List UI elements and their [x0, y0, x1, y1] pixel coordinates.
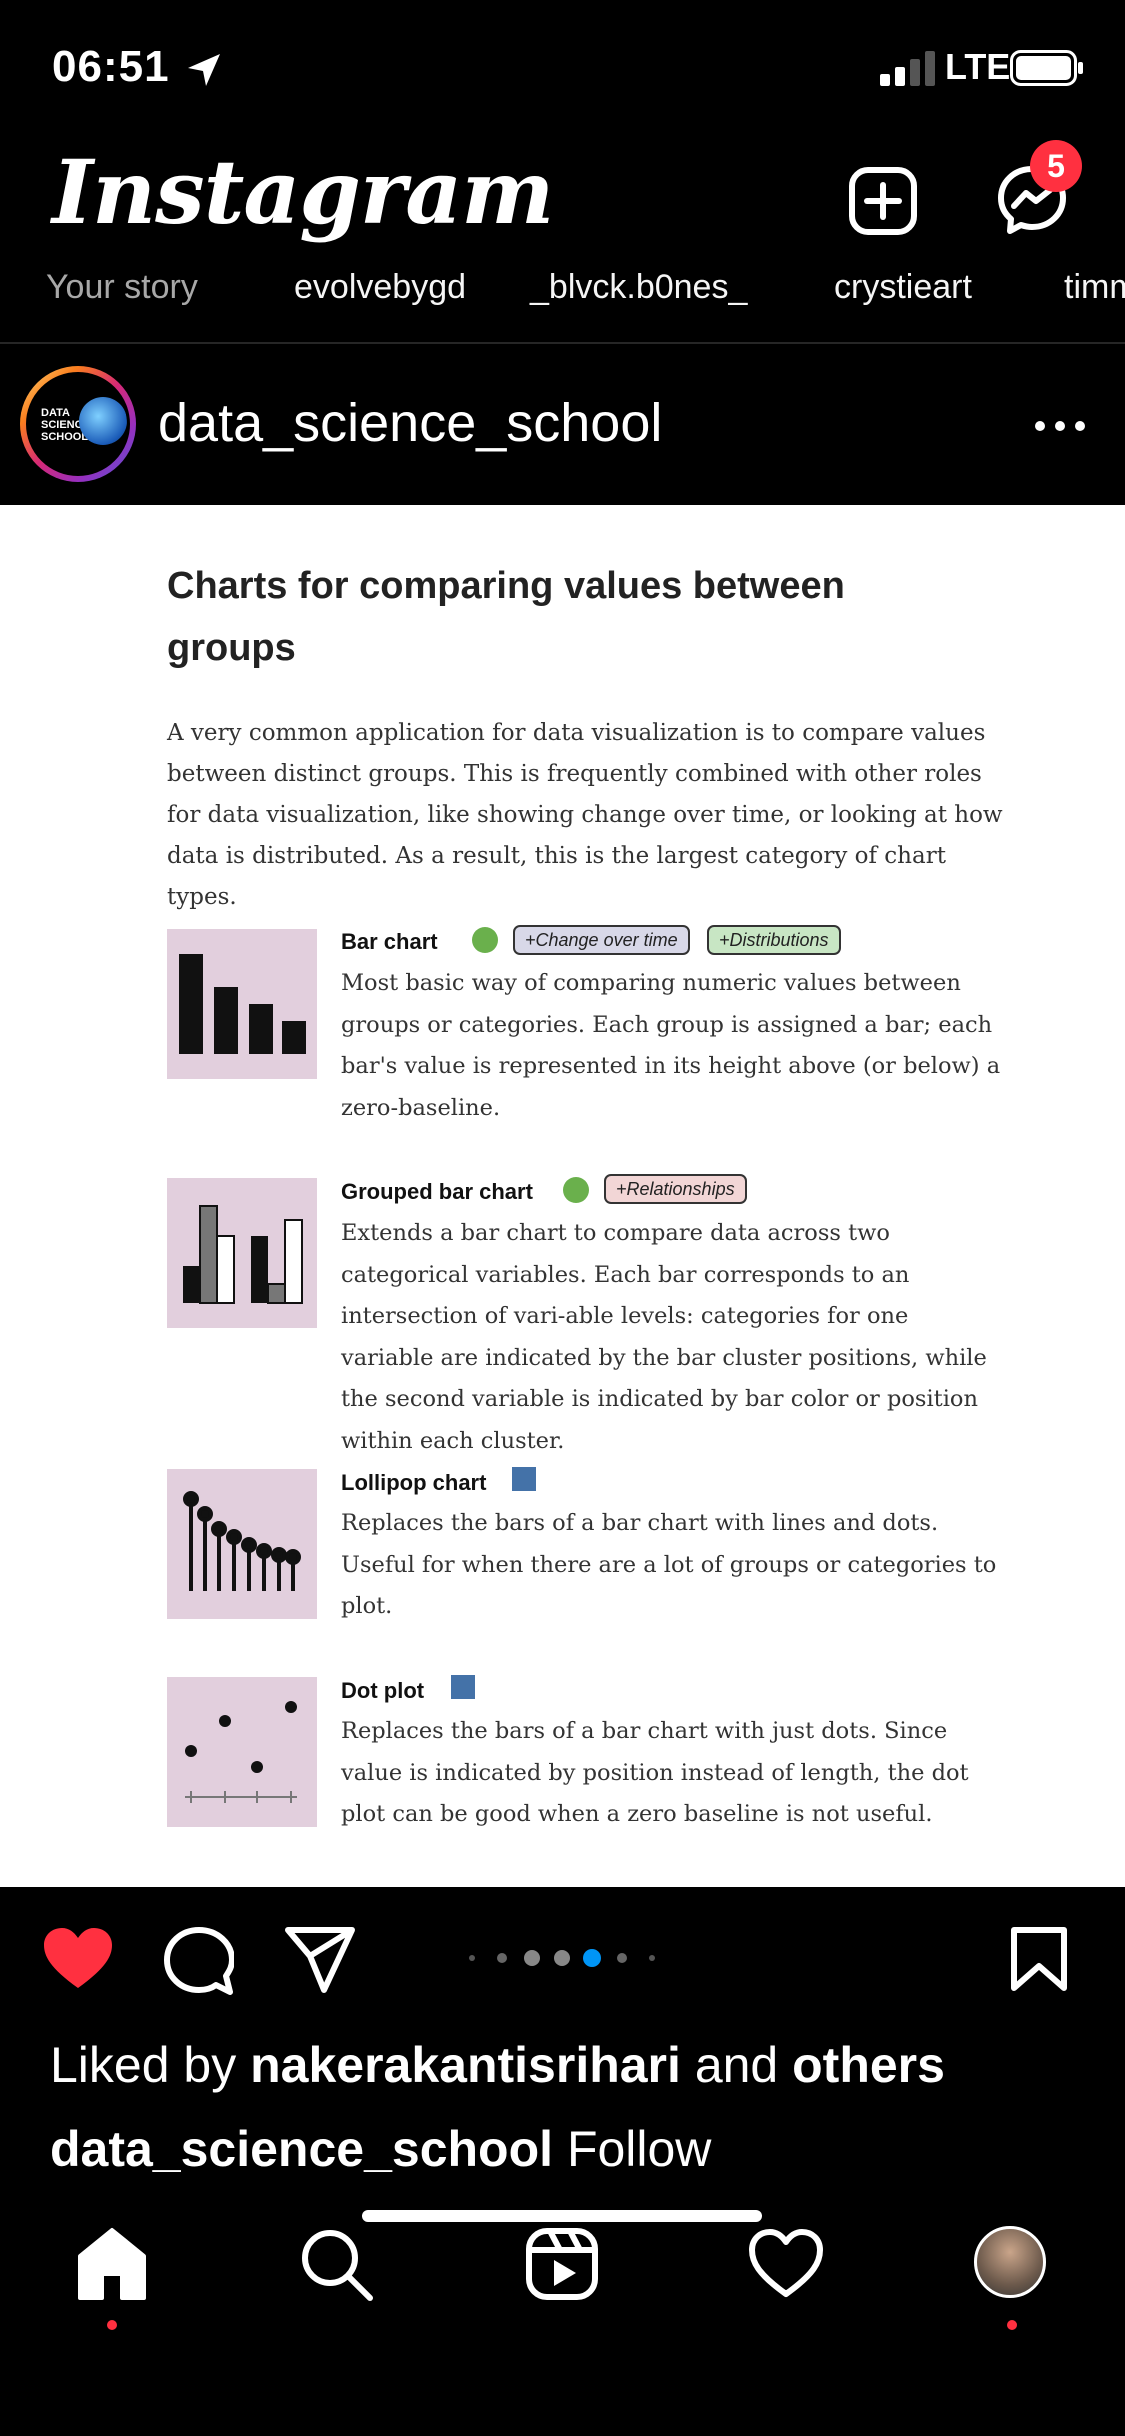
grouped-bar-chart-icon [183, 1205, 303, 1304]
network-type: LTE [945, 46, 1011, 87]
search-icon[interactable] [298, 2226, 374, 2302]
profile-notification-dot [1007, 2320, 1017, 2330]
comment-icon[interactable] [164, 1926, 234, 1996]
heart-outline-icon[interactable] [748, 2226, 824, 2302]
tag: +Distributions [707, 925, 841, 955]
entry-description: Extends a bar chart to compare data acro… [341, 1220, 987, 1454]
brain-icon [79, 397, 127, 445]
post-username[interactable]: data_science_school [158, 393, 663, 453]
entry-title: Grouped bar chart [341, 1179, 533, 1204]
lollipop-chart-icon [183, 1491, 301, 1591]
home-indicator [362, 2210, 762, 2222]
post-image[interactable]: Charts for comparing values between grou… [0, 505, 1125, 1887]
location-arrow-icon [188, 54, 220, 86]
bar-chart-thumbnail [167, 929, 317, 1079]
stories-tray: Your story evolvebygd _blvck.b0nes_ crys… [0, 268, 1125, 318]
dot-plot-thumbnail [167, 1677, 317, 1827]
entry-description: Replaces the bars of a bar chart with li… [341, 1510, 997, 1619]
divider [0, 342, 1125, 344]
entry-description: Replaces the bars of a bar chart with ju… [341, 1718, 969, 1827]
bottom-navigation [0, 2190, 1125, 2436]
liked-by-mid: and [680, 2037, 793, 2093]
story-item[interactable]: evolvebygd [294, 268, 467, 306]
share-icon[interactable] [284, 1926, 356, 1994]
tag: +Change over time [513, 925, 690, 955]
liked-by-others[interactable]: others [792, 2037, 945, 2093]
instagram-logo: Instagram [52, 140, 554, 244]
liked-by-user[interactable]: nakerakantisrihari [250, 2037, 681, 2093]
post-avatar[interactable]: DATA SCIENCE SCHOOL [20, 366, 136, 482]
liked-by-text[interactable]: Liked by nakerakantisrihari and others [50, 2036, 945, 2094]
cellular-signal-icon [880, 51, 935, 86]
tag: +Relationships [604, 1174, 747, 1204]
reels-icon[interactable] [524, 2226, 600, 2302]
story-item[interactable]: timm [1064, 268, 1125, 306]
home-notification-dot [107, 2320, 117, 2330]
more-options-icon[interactable] [1030, 396, 1090, 456]
story-item[interactable]: crystieart [834, 268, 972, 306]
status-time: 06:51 [52, 42, 170, 91]
caption-username[interactable]: data_science_school [50, 2121, 554, 2177]
liked-by-prefix: Liked by [50, 2037, 251, 2093]
image-title: Charts for comparing values between grou… [167, 565, 845, 669]
entry-title: Lollipop chart [341, 1470, 487, 1495]
caption-line: data_science_school Follow [50, 2120, 711, 2178]
grouped-bar-chart-thumbnail [167, 1178, 317, 1328]
avatar-logo-text: DATA SCIENCE SCHOOL [41, 407, 90, 443]
messenger-icon[interactable] [996, 164, 1068, 236]
battery-icon [1010, 50, 1083, 86]
blue-square-icon [512, 1467, 536, 1491]
profile-avatar[interactable] [974, 2226, 1046, 2298]
new-post-icon[interactable] [848, 166, 918, 236]
entry-title: Bar chart [341, 929, 438, 954]
story-item[interactable]: Your story [46, 268, 198, 306]
carousel-indicator [469, 1949, 655, 1967]
bookmark-icon[interactable] [1010, 1926, 1068, 1992]
entry-title: Dot plot [341, 1678, 425, 1703]
image-intro: A very common application for data visua… [167, 720, 1003, 910]
entry-description: Most basic way of comparing numeric valu… [341, 970, 1001, 1121]
messages-badge: 5 [1030, 140, 1082, 192]
dot-plot-icon [185, 1701, 297, 1803]
heart-icon[interactable] [42, 1926, 114, 1990]
green-dot-icon [472, 927, 498, 953]
green-dot-icon [563, 1177, 589, 1203]
home-icon[interactable] [74, 2226, 150, 2302]
story-item[interactable]: _blvck.b0nes_ [530, 268, 748, 306]
follow-link[interactable]: Follow [566, 2121, 712, 2177]
bar-chart-icon [179, 954, 306, 1054]
avatar-image: DATA SCIENCE SCHOOL [26, 372, 130, 476]
blue-square-icon [451, 1675, 475, 1699]
lollipop-chart-thumbnail [167, 1469, 317, 1619]
